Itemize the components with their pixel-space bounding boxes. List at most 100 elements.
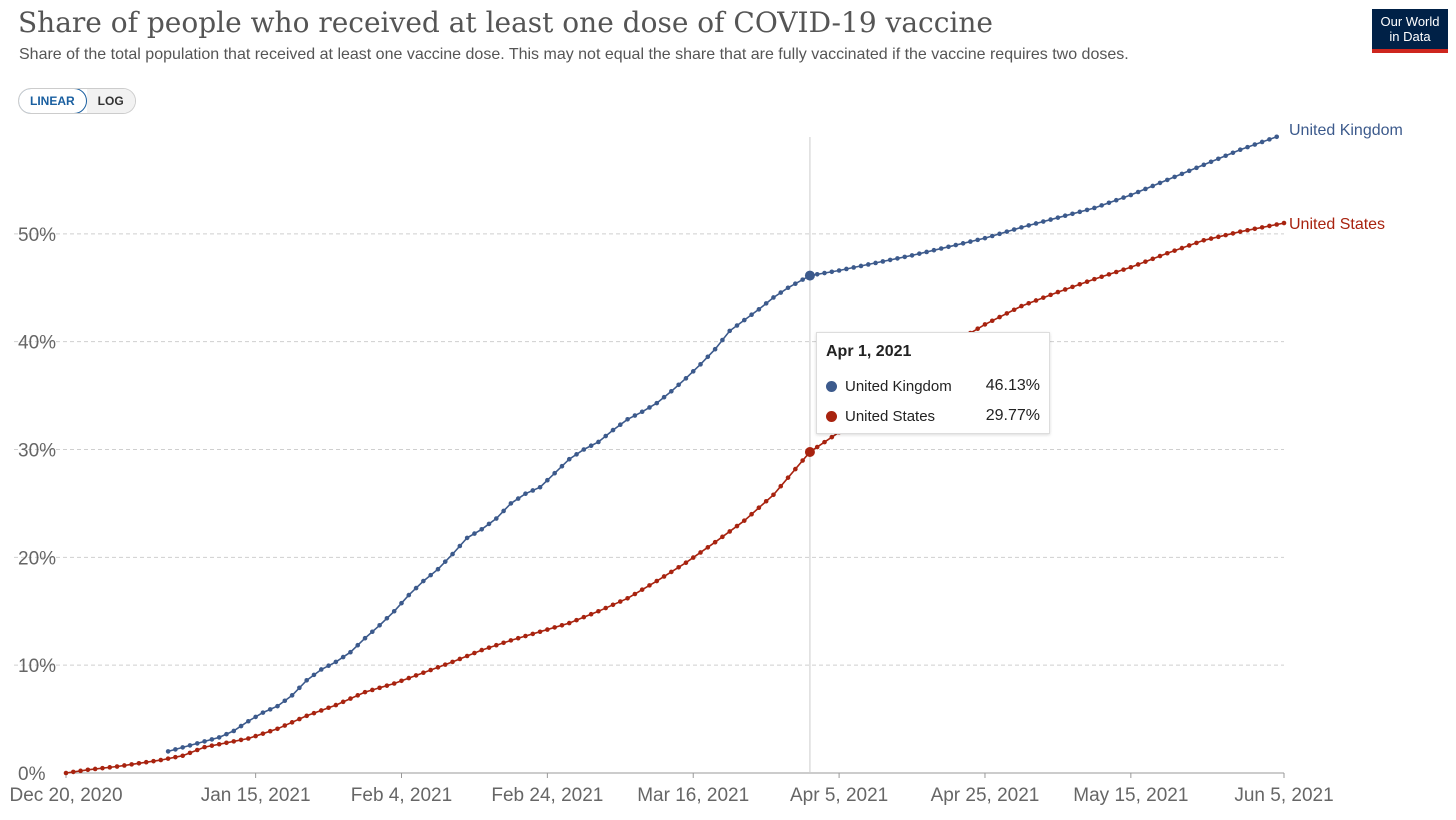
data-point (1033, 298, 1039, 303)
data-point (676, 565, 681, 570)
data-point (173, 754, 178, 760)
data-point (1055, 289, 1061, 295)
data-point (1150, 183, 1156, 189)
series-end-label: United States (1289, 216, 1385, 233)
x-tick-label: Feb 24, 2021 (491, 785, 603, 806)
data-point (1157, 253, 1163, 259)
data-point (464, 535, 470, 541)
data-point (1208, 236, 1214, 241)
data-point (683, 376, 689, 381)
data-point (1055, 215, 1061, 220)
data-point (829, 434, 835, 440)
data-point (136, 760, 142, 766)
logo-line-1: Our World (1380, 14, 1440, 29)
data-point (1237, 147, 1243, 153)
data-point (676, 382, 681, 388)
tooltip-series-value: 29.77% (985, 407, 1040, 424)
data-point (683, 560, 689, 566)
data-point (1099, 274, 1104, 280)
data-point (428, 667, 433, 673)
data-point (523, 633, 528, 639)
data-point (377, 685, 382, 691)
data-point (472, 531, 477, 536)
data-point (632, 591, 638, 597)
data-point (340, 699, 346, 705)
tooltip-series-name: United States (845, 407, 936, 425)
data-point (187, 750, 193, 756)
data-point (1223, 153, 1228, 159)
data-point (311, 672, 317, 678)
data-point (282, 698, 288, 704)
data-point (202, 739, 207, 744)
data-point (661, 394, 667, 400)
data-point (1186, 243, 1192, 248)
chart-tooltip: Apr 1, 2021 United Kingdom 46.13% United… (816, 332, 1050, 434)
data-point (1004, 311, 1010, 316)
data-point (865, 262, 871, 267)
data-point (479, 526, 485, 532)
data-point (938, 246, 944, 251)
data-point (246, 718, 251, 724)
data-point (1259, 139, 1265, 145)
data-point (1143, 186, 1148, 192)
data-point (457, 543, 463, 549)
data-point (260, 731, 266, 736)
data-point (1033, 221, 1039, 226)
data-point (1026, 300, 1032, 306)
data-point (355, 693, 361, 698)
data-point (224, 740, 229, 746)
data-point (253, 714, 258, 720)
data-point (822, 270, 827, 276)
data-point (180, 753, 185, 759)
data-point (887, 257, 893, 263)
data-point (333, 659, 339, 665)
data-point (1194, 240, 1199, 246)
data-point (960, 241, 966, 246)
data-point (895, 256, 900, 261)
y-tick-label: 10% (18, 656, 56, 677)
data-point (1150, 256, 1156, 262)
data-point (494, 642, 499, 648)
data-point (989, 318, 995, 324)
data-point (457, 656, 463, 662)
data-point (800, 277, 805, 282)
data-point (1208, 159, 1214, 165)
data-point (100, 765, 105, 771)
data-point (545, 477, 550, 483)
data-point (917, 251, 922, 256)
data-point (238, 723, 244, 729)
data-point (552, 625, 557, 630)
tooltip-series-value: 46.13% (985, 377, 1040, 394)
data-point (763, 301, 769, 306)
data-point (370, 687, 375, 693)
data-point (712, 539, 718, 545)
data-point (289, 693, 295, 698)
data-point (1026, 223, 1032, 228)
data-point (647, 583, 652, 588)
data-point (362, 635, 368, 641)
data-point (778, 483, 784, 489)
x-tick-label: Apr 25, 2021 (931, 785, 1040, 806)
data-point (165, 756, 171, 761)
data-point (727, 529, 733, 534)
log-scale-button[interactable]: LOG (86, 89, 135, 113)
owid-logo[interactable]: Our World in Data (1372, 9, 1448, 53)
data-point (391, 608, 397, 614)
data-point (1041, 219, 1046, 224)
us-swatch-icon (826, 410, 837, 422)
linear-scale-button[interactable]: LINEAR (18, 89, 87, 113)
data-point (216, 741, 222, 747)
data-point (1019, 303, 1024, 309)
data-point (763, 498, 769, 504)
y-tick-label: 40% (18, 333, 56, 354)
data-point (515, 635, 521, 641)
data-point (246, 736, 251, 741)
x-tick-label: Dec 20, 2020 (9, 785, 122, 806)
data-point (749, 312, 754, 318)
data-point (421, 670, 426, 676)
data-point (537, 484, 543, 490)
data-point (318, 667, 324, 672)
data-point (617, 422, 623, 427)
data-point (705, 545, 711, 550)
